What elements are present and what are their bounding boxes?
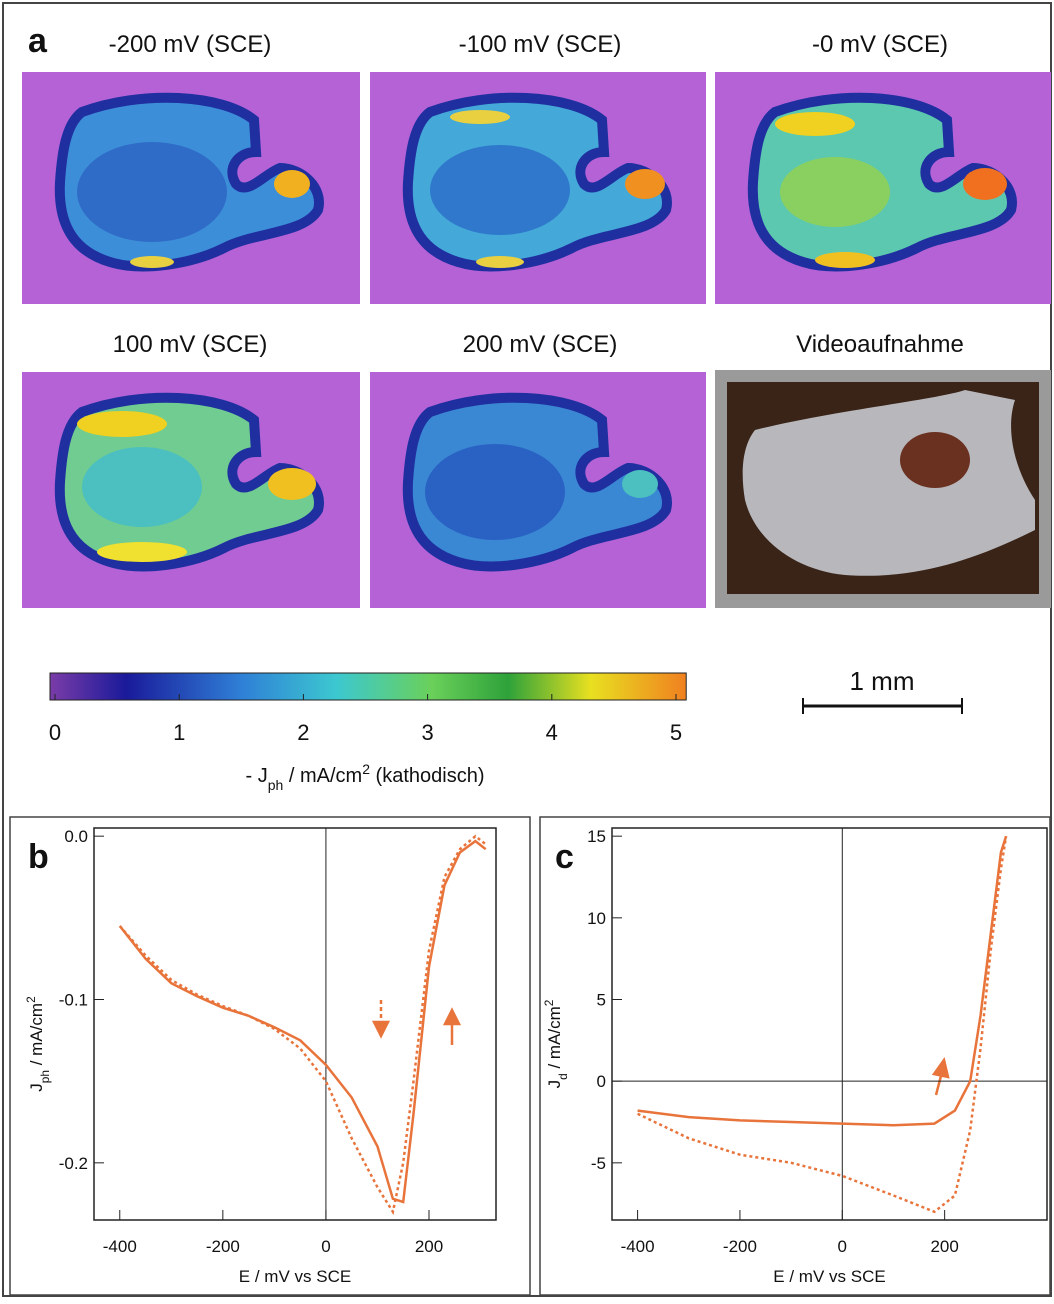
- label-part: (kathodisch): [370, 765, 485, 787]
- panel-frame: [9, 816, 531, 1296]
- label-part: J: [27, 1083, 46, 1092]
- plot-frame: [93, 827, 497, 1221]
- y-tick-label: -5: [591, 1154, 606, 1173]
- label-part: d: [556, 1073, 570, 1080]
- label-part: - J: [246, 765, 268, 787]
- x-tick-label: 0: [838, 1237, 847, 1256]
- map-title: 100 mV (SCE): [113, 331, 268, 358]
- colorbar-tick-label: 5: [670, 720, 682, 745]
- panel-label: b: [28, 838, 49, 876]
- x-tick-label: 0: [321, 1237, 330, 1256]
- x-tick-label: -200: [206, 1237, 240, 1256]
- arrows: [371, 1000, 950, 1096]
- heatmap: [22, 372, 360, 608]
- colorbar-tick-label: 1: [173, 720, 185, 745]
- x-tick-label: 200: [930, 1237, 958, 1256]
- label-part: / mA/cm: [545, 1006, 564, 1073]
- label-part: 2: [24, 996, 38, 1003]
- heatmap: [370, 72, 706, 304]
- x-tick-label: -200: [723, 1237, 757, 1256]
- map-title: -100 mV (SCE): [459, 31, 622, 58]
- y-tick-label: -0.2: [59, 1154, 88, 1173]
- label-part: J: [545, 1080, 564, 1089]
- y-tick-label: 5: [597, 991, 606, 1010]
- colorbar-tick-label: 2: [297, 720, 309, 745]
- heatmap: [370, 372, 706, 608]
- label-part: / mA/cm: [27, 1003, 46, 1070]
- colorbar: [49, 672, 687, 701]
- x-tick-label: 200: [415, 1237, 443, 1256]
- data-line: [637, 835, 1008, 1127]
- data-line: [118, 839, 487, 1204]
- panel-label: a: [28, 22, 48, 60]
- x-axis-label: E / mV vs SCE: [239, 1267, 351, 1286]
- map-title: -0 mV (SCE): [812, 31, 948, 58]
- y-tick-label: 0.0: [64, 827, 88, 846]
- heatmap: [715, 72, 1051, 304]
- axis-label: Jph / mA/cm2: [24, 996, 52, 1092]
- photo: [715, 370, 1051, 608]
- x-axis-label: E / mV vs SCE: [773, 1267, 885, 1286]
- y-tick-label: 0: [597, 1072, 606, 1091]
- map-title: Videoaufnahme: [796, 331, 964, 358]
- panel-label: c: [555, 838, 574, 876]
- panel-frame: [539, 816, 1051, 1296]
- scale-label: 1 mm: [850, 666, 915, 696]
- y-tick-label: -0.1: [59, 991, 88, 1010]
- heatmap: [22, 72, 360, 304]
- map-title: 200 mV (SCE): [463, 331, 618, 358]
- colorbar-tick-label: 4: [546, 720, 558, 745]
- x-tick-label: -400: [103, 1237, 137, 1256]
- label-part: ph: [38, 1070, 52, 1083]
- plot-frame: [611, 827, 1048, 1221]
- y-tick-label: 15: [587, 827, 606, 846]
- data-line: [118, 834, 487, 1216]
- label-part: / mA/cm: [283, 765, 362, 787]
- map-title: -200 mV (SCE): [109, 31, 272, 58]
- label-part: ph: [268, 777, 284, 793]
- y-tick-label: 10: [587, 909, 606, 928]
- label-part: 2: [542, 999, 556, 1006]
- colorbar-tick-label: 0: [49, 720, 61, 745]
- axis-label: Jd / mA/cm2: [542, 999, 570, 1088]
- label-part: 2: [362, 761, 370, 777]
- x-tick-label: -400: [621, 1237, 655, 1256]
- colorbar-tick-label: 3: [421, 720, 433, 745]
- axis-label: - Jph / mA/cm2 (kathodisch): [246, 761, 485, 793]
- scale-bar: [802, 698, 963, 714]
- data-line: [637, 836, 1008, 1214]
